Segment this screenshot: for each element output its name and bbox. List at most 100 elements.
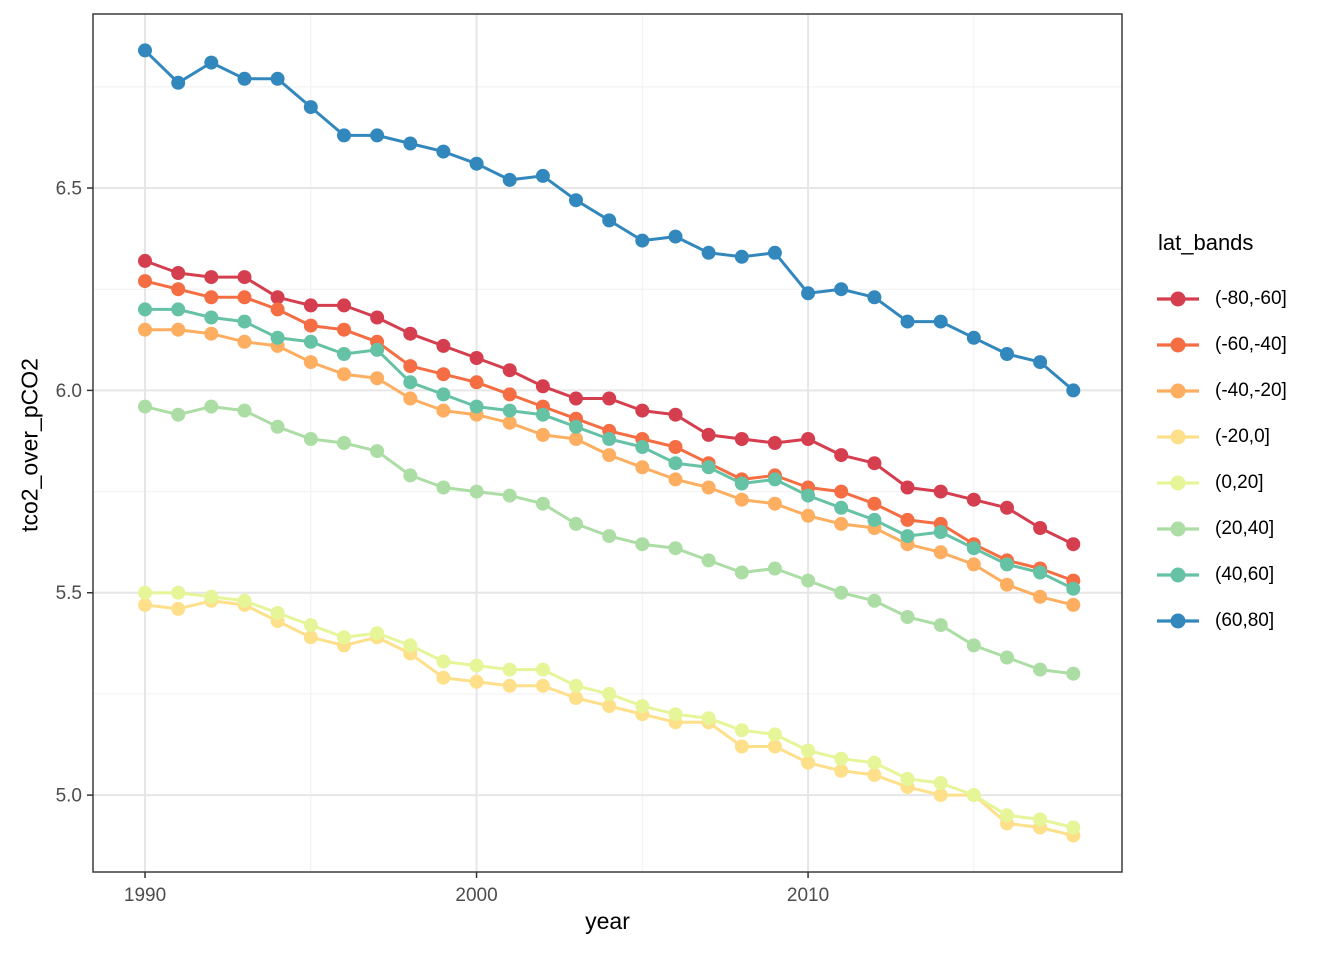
data-point — [204, 55, 219, 70]
data-point — [436, 654, 451, 669]
data-point — [701, 711, 716, 726]
data-point — [502, 678, 517, 693]
data-point — [237, 593, 252, 608]
legend-title: lat_bands — [1158, 230, 1254, 255]
data-point — [535, 168, 550, 183]
data-point — [1000, 577, 1014, 592]
data-point — [834, 585, 849, 600]
data-point — [469, 156, 484, 171]
data-point — [801, 488, 816, 503]
legend-key-point — [1170, 291, 1186, 307]
data-point — [900, 480, 915, 495]
data-point — [734, 249, 749, 264]
data-point — [966, 788, 981, 803]
data-point — [1000, 808, 1014, 823]
data-point — [436, 480, 451, 495]
data-point — [370, 342, 385, 357]
legend-item: (20,40] — [1156, 506, 1287, 552]
data-point — [867, 290, 882, 305]
legend-key-point — [1170, 567, 1186, 583]
data-point — [138, 302, 152, 317]
data-point — [834, 448, 849, 463]
legend-item: (-60,-40] — [1156, 322, 1287, 368]
x-axis-title: year — [585, 908, 630, 934]
data-point — [966, 638, 981, 653]
data-point — [701, 460, 716, 475]
data-point — [436, 338, 451, 353]
data-point — [303, 618, 318, 633]
data-point — [602, 529, 617, 544]
data-point — [569, 678, 583, 693]
data-point — [834, 484, 849, 499]
data-point — [171, 407, 186, 422]
legend-item-label: (-40,-20] — [1215, 380, 1287, 401]
data-point — [303, 432, 318, 446]
legend: lat_bands (-80,-60] (-60,-40] (-40,-20] (-2… — [1156, 230, 1287, 644]
data-point — [138, 597, 152, 612]
data-point — [337, 630, 351, 645]
data-point — [569, 432, 583, 446]
legend-item-label: (-80,-60] — [1215, 288, 1287, 309]
data-point — [635, 440, 650, 454]
series — [138, 274, 1081, 588]
data-point — [171, 322, 186, 337]
data-point — [933, 314, 948, 329]
data-point — [403, 391, 418, 406]
data-point — [933, 776, 948, 790]
data-point — [1066, 597, 1081, 612]
data-point — [900, 512, 915, 527]
data-point — [734, 476, 749, 491]
x-tick-label: 2000 — [455, 885, 497, 906]
data-point — [502, 387, 517, 402]
data-point — [767, 245, 782, 260]
legend-item-label: (20,40] — [1215, 518, 1275, 539]
legend-key-point — [1170, 429, 1186, 445]
data-point — [767, 496, 782, 511]
legend-items: (-80,-60] (-60,-40] (-40,-20] (-20,0] (0,20]… — [1156, 276, 1287, 644]
data-point — [535, 496, 550, 511]
data-point — [171, 266, 186, 280]
data-point — [734, 739, 749, 754]
data-point — [602, 213, 617, 228]
legend-item-label: (40,60] — [1215, 564, 1275, 585]
series — [138, 585, 1081, 835]
data-point — [237, 314, 252, 329]
data-point — [635, 460, 650, 475]
data-point — [668, 472, 683, 487]
data-point — [535, 427, 550, 442]
data-point — [834, 500, 849, 515]
data-point — [801, 286, 816, 301]
legend-item: (-40,-20] — [1156, 368, 1287, 414]
y-axis-title: tco2_over_pCO2 — [16, 358, 43, 532]
data-point — [1000, 557, 1014, 572]
legend-item: (-20,0] — [1156, 414, 1287, 460]
data-point — [1033, 355, 1048, 370]
data-point — [668, 541, 683, 556]
data-point — [436, 670, 451, 685]
legend-item-label: (-20,0] — [1215, 426, 1270, 447]
data-point — [867, 767, 882, 782]
data-point — [602, 448, 617, 463]
data-point — [337, 128, 351, 143]
data-point — [171, 585, 186, 600]
data-point — [701, 245, 716, 260]
data-point — [535, 678, 550, 693]
data-point — [403, 468, 418, 483]
data-point — [502, 363, 517, 378]
data-point — [204, 270, 219, 285]
data-point — [469, 399, 484, 414]
data-point — [602, 432, 617, 446]
data-point — [569, 691, 583, 705]
data-point — [469, 351, 484, 365]
data-point — [801, 508, 816, 523]
data-point — [602, 686, 617, 701]
data-point — [602, 699, 617, 714]
legend-item-label: (0,20] — [1215, 472, 1264, 493]
data-point — [1033, 589, 1048, 604]
data-point — [900, 314, 915, 329]
data-point — [303, 630, 318, 645]
legend-key-glyph — [1157, 429, 1199, 445]
data-point — [834, 516, 849, 531]
y-tick-label: 5.0 — [56, 786, 82, 807]
